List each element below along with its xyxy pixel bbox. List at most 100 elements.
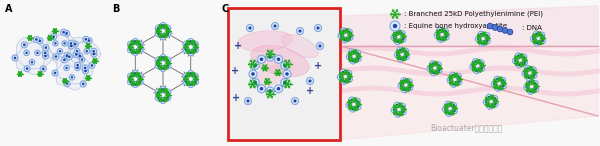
Circle shape xyxy=(166,91,169,94)
Circle shape xyxy=(260,58,263,61)
Circle shape xyxy=(12,55,18,61)
Circle shape xyxy=(486,98,488,100)
Circle shape xyxy=(493,83,496,85)
Circle shape xyxy=(89,62,95,68)
Circle shape xyxy=(74,43,77,45)
Circle shape xyxy=(347,76,352,82)
Circle shape xyxy=(397,113,399,116)
Circle shape xyxy=(352,108,354,111)
Circle shape xyxy=(137,50,139,52)
Circle shape xyxy=(340,34,342,37)
Circle shape xyxy=(438,67,440,69)
Circle shape xyxy=(394,102,400,108)
Circle shape xyxy=(71,76,73,79)
Circle shape xyxy=(458,81,460,83)
Ellipse shape xyxy=(251,45,309,77)
Circle shape xyxy=(357,103,359,105)
Circle shape xyxy=(164,34,167,36)
Circle shape xyxy=(443,28,448,34)
Circle shape xyxy=(283,70,291,78)
Circle shape xyxy=(430,65,432,67)
Circle shape xyxy=(354,51,356,53)
Circle shape xyxy=(436,34,438,36)
Circle shape xyxy=(403,79,405,82)
Circle shape xyxy=(512,58,518,64)
Circle shape xyxy=(436,68,442,73)
Circle shape xyxy=(70,45,73,47)
Circle shape xyxy=(194,48,197,51)
Circle shape xyxy=(497,26,503,32)
Circle shape xyxy=(485,34,488,36)
Circle shape xyxy=(400,113,402,115)
Circle shape xyxy=(43,53,49,59)
Circle shape xyxy=(406,53,407,55)
Circle shape xyxy=(157,64,160,67)
Circle shape xyxy=(528,89,533,94)
Circle shape xyxy=(160,98,166,104)
Circle shape xyxy=(394,13,396,15)
Circle shape xyxy=(137,73,143,79)
Circle shape xyxy=(42,68,44,70)
Circle shape xyxy=(268,55,272,59)
Circle shape xyxy=(446,111,448,113)
Circle shape xyxy=(355,104,361,110)
Circle shape xyxy=(403,108,404,110)
Circle shape xyxy=(351,51,353,53)
Circle shape xyxy=(29,60,35,65)
Circle shape xyxy=(23,44,26,46)
Circle shape xyxy=(444,108,446,111)
Circle shape xyxy=(434,32,440,38)
Circle shape xyxy=(340,73,343,75)
Circle shape xyxy=(439,29,441,31)
Circle shape xyxy=(348,56,350,58)
Circle shape xyxy=(139,48,142,51)
Circle shape xyxy=(341,32,343,34)
Circle shape xyxy=(395,104,398,106)
Circle shape xyxy=(533,35,535,37)
Circle shape xyxy=(523,56,525,58)
Circle shape xyxy=(165,57,171,63)
Circle shape xyxy=(277,72,279,74)
Circle shape xyxy=(494,103,497,105)
Circle shape xyxy=(530,76,533,78)
Circle shape xyxy=(160,26,161,28)
Circle shape xyxy=(251,79,259,86)
Circle shape xyxy=(437,64,440,66)
Circle shape xyxy=(81,58,83,61)
Circle shape xyxy=(402,87,407,93)
Circle shape xyxy=(492,25,498,30)
Circle shape xyxy=(402,49,404,51)
Circle shape xyxy=(398,56,400,58)
Circle shape xyxy=(342,37,347,43)
Circle shape xyxy=(398,32,401,34)
Circle shape xyxy=(527,89,529,91)
Circle shape xyxy=(274,24,277,28)
Circle shape xyxy=(339,76,341,78)
Circle shape xyxy=(473,59,478,64)
Circle shape xyxy=(349,97,355,103)
Circle shape xyxy=(34,36,40,42)
Circle shape xyxy=(22,42,28,48)
Circle shape xyxy=(183,73,189,79)
Circle shape xyxy=(402,35,404,38)
Circle shape xyxy=(298,29,302,33)
Circle shape xyxy=(31,61,33,64)
Circle shape xyxy=(443,38,445,40)
Circle shape xyxy=(86,38,92,44)
Circle shape xyxy=(64,65,69,71)
Circle shape xyxy=(356,56,361,62)
Circle shape xyxy=(500,87,502,89)
Circle shape xyxy=(397,47,403,53)
Circle shape xyxy=(139,75,142,78)
Circle shape xyxy=(430,61,436,66)
Circle shape xyxy=(452,104,455,107)
Circle shape xyxy=(187,74,189,76)
Circle shape xyxy=(475,70,478,72)
Circle shape xyxy=(264,67,266,69)
Circle shape xyxy=(167,30,169,32)
Circle shape xyxy=(400,40,401,42)
Circle shape xyxy=(347,38,349,40)
Circle shape xyxy=(515,53,521,58)
Circle shape xyxy=(541,40,544,42)
Circle shape xyxy=(66,82,68,85)
